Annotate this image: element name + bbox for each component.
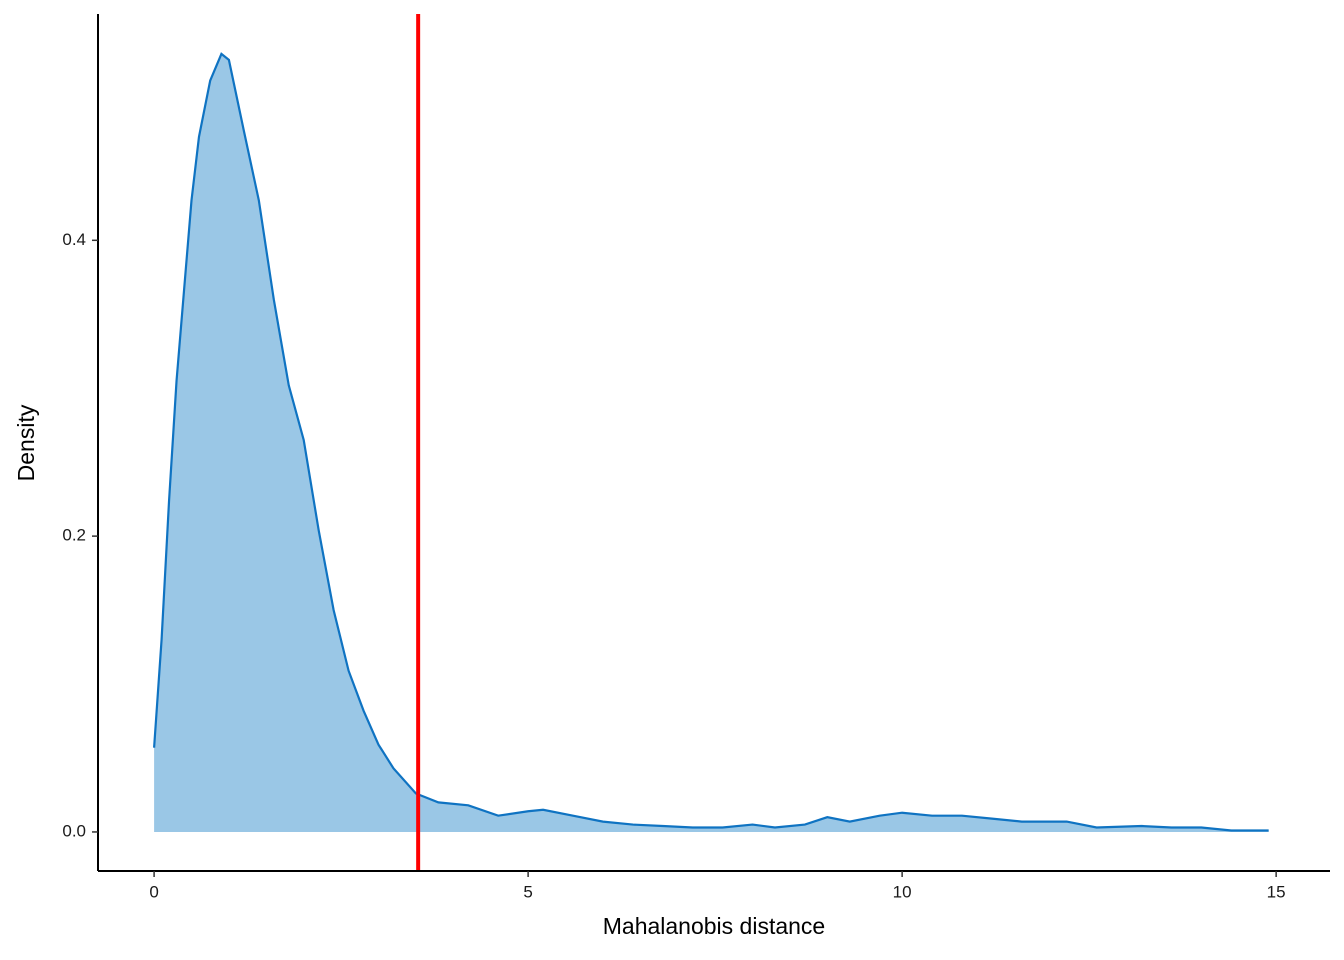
x-axis-title: Mahalanobis distance (603, 913, 825, 939)
y-tick-label: 0.4 (62, 230, 86, 249)
y-tick-label: 0.2 (62, 526, 86, 545)
y-axis-title: Density (13, 404, 39, 481)
x-tick-label: 5 (523, 882, 532, 901)
density-line (153, 52, 1269, 832)
density-area (154, 53, 1269, 832)
x-tick-label: 0 (149, 882, 158, 901)
x-tick-label: 15 (1267, 882, 1286, 901)
y-tick-label: 0.0 (62, 821, 86, 840)
x-tick-label: 10 (893, 882, 912, 901)
